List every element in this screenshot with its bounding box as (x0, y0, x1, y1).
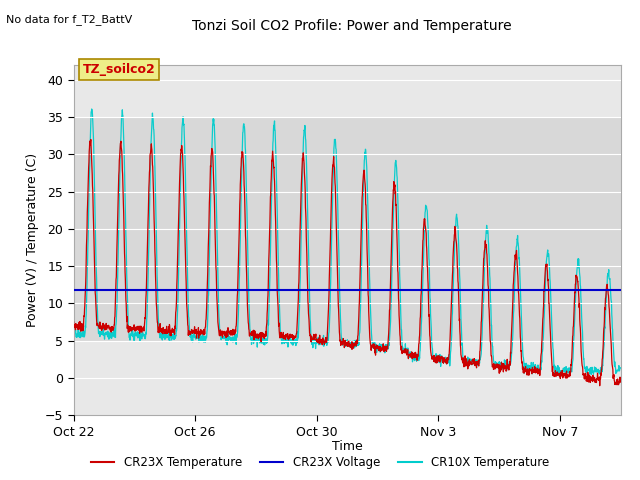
Legend: CR23X Temperature, CR23X Voltage, CR10X Temperature: CR23X Temperature, CR23X Voltage, CR10X … (86, 452, 554, 474)
Bar (74, 266, 621, 341)
X-axis label: Time: Time (332, 440, 363, 453)
Bar (74, 192, 621, 266)
Text: No data for f_T2_BattV: No data for f_T2_BattV (6, 14, 132, 25)
Bar (74, 117, 621, 192)
Text: TZ_soilco2: TZ_soilco2 (83, 63, 156, 76)
Text: Tonzi Soil CO2 Profile: Power and Temperature: Tonzi Soil CO2 Profile: Power and Temper… (192, 19, 512, 33)
Y-axis label: Power (V) / Temperature (C): Power (V) / Temperature (C) (26, 153, 39, 327)
